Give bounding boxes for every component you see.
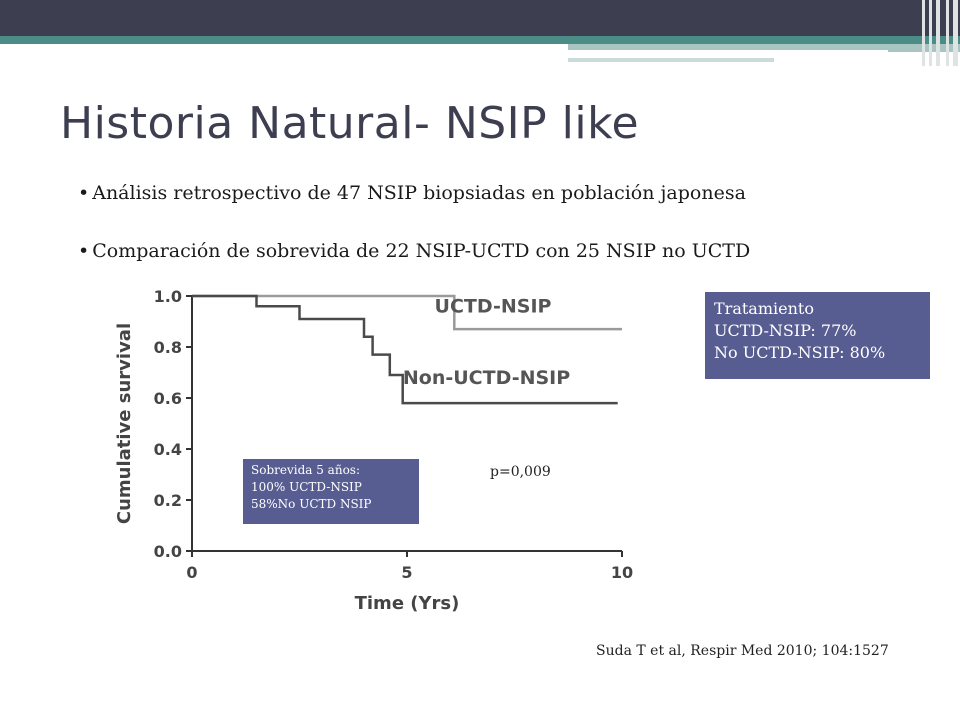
tratamiento-line-1: UCTD-NSIP: 77% [714,321,857,340]
bullet-item: • Análisis retrospectivo de 47 NSIP biops… [78,182,746,204]
x-tick-label: 10 [611,563,633,582]
y-tick-label: 0.0 [154,542,182,561]
y-axis-label: Cumulative survival [114,323,135,524]
corner-decoration [920,0,960,66]
header-accent-line-2 [568,58,774,62]
citation: Suda T et al, Respir Med 2010; 104:1527 [596,643,889,659]
header-white-line [568,50,888,53]
page-title: Historia Natural- NSIP like [60,98,640,149]
tratamiento-box: Tratamiento UCTD-NSIP: 77% No UCTD-NSIP:… [705,292,930,379]
survival-curve-non-uctd-nsip [192,294,618,405]
x-tick-label: 5 [401,563,412,582]
bullet-item: • Comparación de sobrevida de 22 NSIP-UCT… [78,240,751,262]
bullet-text: Análisis retrospectivo de 47 NSIP biopsi… [92,182,746,204]
survival-curve-uctd-nsip [192,294,622,331]
sobrevida-line-3: 58%No UCTD NSIP [251,497,372,511]
header-stripe [0,36,960,44]
x-tick-label: 0 [186,563,197,582]
header-accent-line [568,44,960,52]
sobrevida-line-1: Sobrevida 5 años: [251,463,360,477]
sobrevida-line-2: 100% UCTD-NSIP [251,480,362,494]
p-value: p=0,009 [490,464,551,480]
x-axis-label: Time (Yrs) [355,593,460,614]
bullet-text: Comparación de sobrevida de 22 NSIP-UCTD… [92,240,751,262]
header-bar [0,0,960,36]
y-tick-label: 0.6 [154,389,182,408]
tratamiento-line-2: No UCTD-NSIP: 80% [714,343,886,362]
y-tick-label: 0.8 [154,338,182,357]
y-tick-label: 0.4 [154,440,182,459]
y-tick-label: 0.2 [154,491,182,510]
series-label-uctd-nsip: UCTD-NSIP [435,296,552,318]
sobrevida-box: Sobrevida 5 años: 100% UCTD-NSIP 58%No U… [243,459,419,524]
survival-chart: 0.0 0.2 0.4 0.6 0.8 1.0 0 5 10 Time (Yrs) Cumulati… [114,287,633,614]
y-tick-label: 1.0 [154,287,182,306]
series-label-non-uctd-nsip: Non-UCTD-NSIP [403,367,570,389]
tratamiento-heading: Tratamiento [714,299,814,318]
